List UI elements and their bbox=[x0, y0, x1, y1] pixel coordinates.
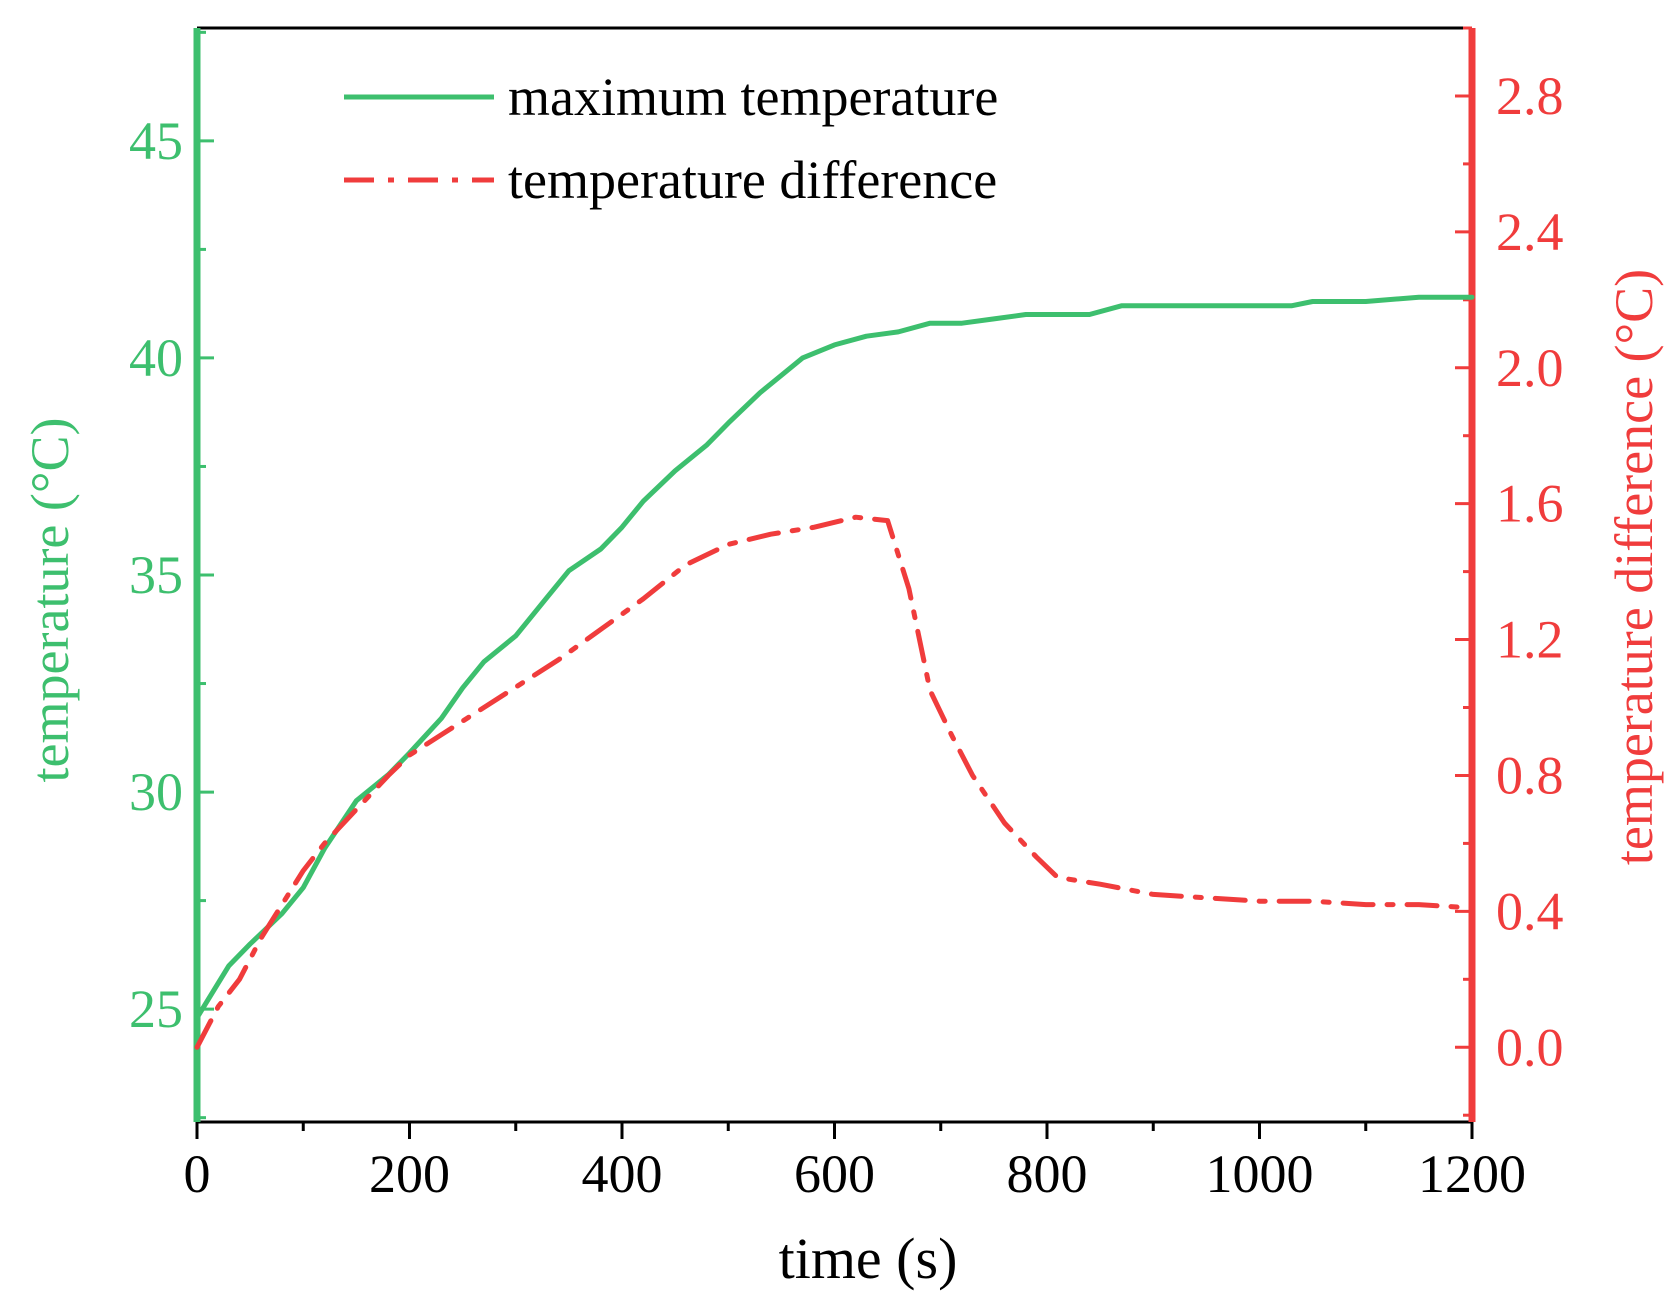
series-layer bbox=[194, 294, 1475, 1050]
legend-item-maximum-temperature-label: maximum temperature bbox=[508, 67, 998, 127]
legend-item-temperature-difference-label: temperature difference bbox=[508, 150, 997, 210]
left-tick-label: 25 bbox=[129, 979, 183, 1039]
x-axis: 0 200 400 600 800 1000 1200 bbox=[184, 1122, 1526, 1204]
right-tick-label: 0.8 bbox=[1496, 745, 1564, 805]
x-tick-label: 0 bbox=[184, 1144, 211, 1204]
x-tick-label: 200 bbox=[369, 1144, 450, 1204]
left-tick-label: 45 bbox=[129, 111, 183, 171]
legend: maximum temperature temperature differenc… bbox=[344, 67, 998, 210]
right-y-axis: 0.0 0.4 0.8 1.2 1.6 2.0 2.4 2.8 bbox=[1455, 26, 1564, 1117]
left-y-axis-label: temperature (°C) bbox=[20, 418, 80, 783]
right-y-axis-label: temperature difference (°C) bbox=[1604, 269, 1664, 865]
right-tick-label: 2.0 bbox=[1496, 338, 1564, 398]
right-tick-label: 2.8 bbox=[1496, 66, 1564, 126]
series-line-temperature-difference bbox=[194, 514, 1475, 1050]
x-tick-label: 800 bbox=[1007, 1144, 1088, 1204]
x-tick-label: 1000 bbox=[1206, 1144, 1314, 1204]
right-tick-label: 1.6 bbox=[1496, 474, 1564, 534]
x-tick-label: 400 bbox=[582, 1144, 663, 1204]
x-tick-label: 1200 bbox=[1418, 1144, 1526, 1204]
left-tick-label: 35 bbox=[129, 545, 183, 605]
right-tick-label: 2.4 bbox=[1496, 202, 1564, 262]
left-tick-label: 30 bbox=[129, 762, 183, 822]
right-tick-label: 0.0 bbox=[1496, 1017, 1564, 1077]
left-tick-label: 40 bbox=[129, 328, 183, 388]
x-axis-label: time (s) bbox=[779, 1226, 958, 1291]
x-tick-label: 600 bbox=[794, 1144, 875, 1204]
right-tick-label: 0.4 bbox=[1496, 881, 1564, 941]
series-line-maximum-temperature bbox=[194, 294, 1475, 1021]
right-tick-label: 1.2 bbox=[1496, 610, 1564, 670]
left-y-axis: 25 30 35 40 45 bbox=[129, 30, 214, 1120]
